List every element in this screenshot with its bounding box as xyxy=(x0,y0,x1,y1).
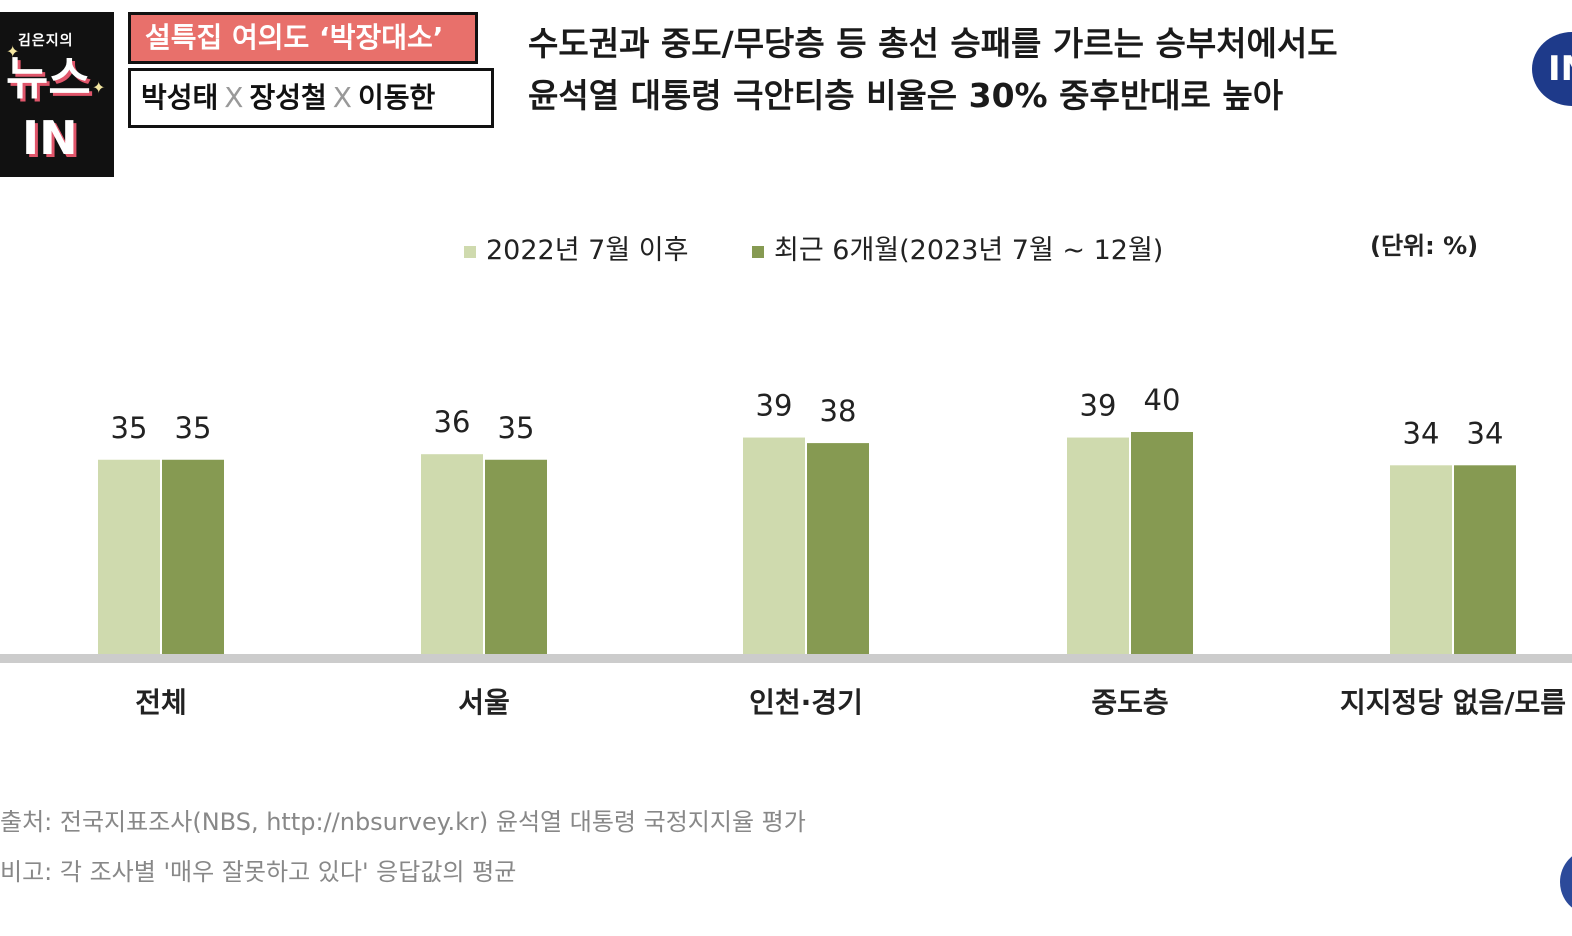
data-label: 40 xyxy=(1144,383,1181,417)
bar-1-1 xyxy=(98,459,160,654)
data-label: 35 xyxy=(111,411,148,445)
category-label: 전체 xyxy=(135,686,187,719)
headline-line-2: 윤석열 대통령 극안티층 비율은 30% 중후반대로 높아 xyxy=(528,76,1284,115)
data-label: 35 xyxy=(498,411,535,445)
guest-name: 장성철 xyxy=(249,81,327,114)
show-logo: 김은지의 뉴스 IN ✦ ✦ xyxy=(0,12,114,177)
channel-logo-icon: IN xyxy=(1532,32,1572,106)
category-label: 서울 xyxy=(458,686,510,719)
data-label: 34 xyxy=(1467,416,1504,450)
guest-separator: X xyxy=(224,81,244,114)
guests-badge: 박성태 X 장성철 X 이동한 xyxy=(128,68,494,128)
logo-small-text: 김은지의 xyxy=(18,33,74,49)
guest-name: 박성태 xyxy=(141,81,219,114)
remark-note: 비고: 각 조사별 '매우 잘못하고 있다' 응답값의 평균 xyxy=(0,858,517,886)
category-label: 지지정당 없음/모름 xyxy=(1340,686,1566,719)
sparkle-icon: ✦ xyxy=(92,78,106,97)
data-label: 35 xyxy=(175,411,212,445)
bar-1-3 xyxy=(743,437,805,654)
data-label: 39 xyxy=(1080,389,1117,423)
legend-item-series-2: 최근 6개월(2023년 7월 ~ 12월) xyxy=(752,228,1163,267)
category-label: 인천·경기 xyxy=(749,686,863,719)
guest-separator: X xyxy=(332,81,352,114)
bar-2-1 xyxy=(162,459,224,654)
legend-swatch xyxy=(752,245,764,258)
headline: 수도권과 중도/무당층 등 총선 승패를 가르는 승부처에서도 윤석열 대통령 … xyxy=(528,18,1338,122)
legend-label: 최근 6개월(2023년 7월 ~ 12월) xyxy=(774,235,1164,266)
category-label: 중도층 xyxy=(1091,686,1168,719)
unit-label: (단위: %) xyxy=(1370,232,1479,260)
bar-1-4 xyxy=(1067,437,1129,654)
data-label: 38 xyxy=(820,394,857,428)
data-label: 36 xyxy=(434,405,471,439)
bar-2-3 xyxy=(807,443,869,654)
source-note: 출처: 전국지표조사(NBS, http://nbsurvey.kr) 윤석열 … xyxy=(0,808,806,836)
data-label: 34 xyxy=(1403,416,1440,450)
bar-1-2 xyxy=(421,454,483,654)
logo-big-text: 뉴스 IN xyxy=(6,51,91,165)
guest-name: 이동한 xyxy=(357,81,436,114)
bar-2-5 xyxy=(1454,465,1516,654)
bar-1-5 xyxy=(1390,465,1452,654)
sparkle-icon: ✦ xyxy=(6,42,20,61)
headline-line-1: 수도권과 중도/무당층 등 총선 승패를 가르는 승부처에서도 xyxy=(528,24,1338,63)
legend-item-series-1: 2022년 7월 이후 xyxy=(464,228,688,267)
bar-2-4 xyxy=(1131,432,1193,654)
show-title-badge: 설특집 여의도 ‘박장대소’ xyxy=(128,12,478,64)
bar-chart: 35 35 전체 36 35 서울 39 38 인천·경기 39 40 중도층 34 34 지지정당 없음/… xyxy=(0,383,1572,719)
data-label: 39 xyxy=(756,389,793,423)
legend-label: 2022년 7월 이후 xyxy=(486,235,689,266)
legend-swatch xyxy=(464,245,476,258)
x-axis-baseline xyxy=(0,654,1572,663)
channel-logo-icon xyxy=(1560,850,1572,914)
bar-2-2 xyxy=(485,459,547,654)
